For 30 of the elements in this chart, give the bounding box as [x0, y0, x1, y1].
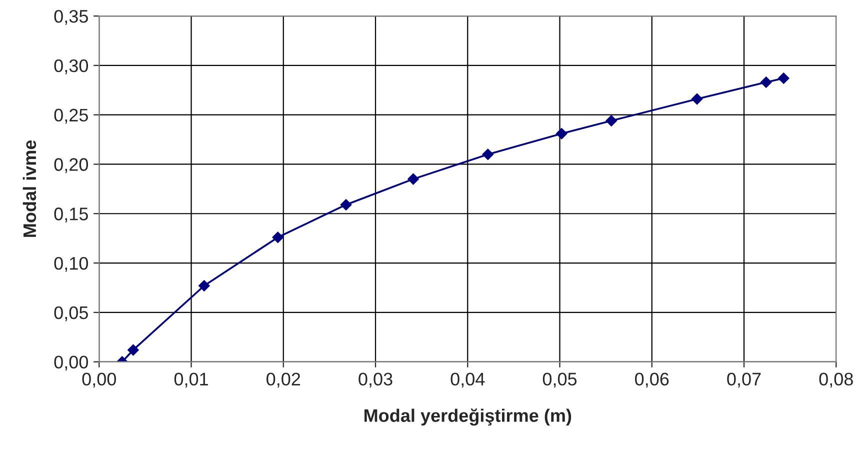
- y-tick-label: 0,05: [54, 306, 88, 322]
- y-tick-label: 0,10: [54, 256, 88, 272]
- x-tick-label: 0,00: [82, 372, 116, 388]
- point: [760, 76, 772, 88]
- y-tick-label: 0,35: [54, 10, 88, 25]
- y-tick-label: 0,25: [54, 108, 88, 124]
- y-tick-label: 0,20: [54, 158, 88, 174]
- y-tick-label: 0,30: [54, 59, 88, 74]
- point: [340, 198, 352, 211]
- x-tick-label: 0,04: [450, 372, 485, 388]
- y-tick-label: 0,00: [54, 356, 88, 371]
- point: [605, 114, 618, 127]
- y-tick-label: 0,15: [54, 208, 88, 222]
- x-tick-label: 0,07: [727, 372, 761, 388]
- point: [407, 173, 420, 185]
- point: [482, 148, 494, 160]
- x-tick-label: 0,05: [542, 372, 577, 388]
- x-tick-label: 0,08: [819, 372, 853, 388]
- point: [691, 93, 703, 105]
- point: [127, 344, 140, 356]
- x-axis-title: Modal yerdeğiştirme (m): [364, 408, 572, 426]
- x-tick-label: 0,06: [635, 372, 669, 388]
- point: [556, 128, 568, 140]
- point: [778, 72, 790, 84]
- x-tick-label: 0,01: [174, 372, 208, 388]
- x-tick-label: 0,03: [358, 372, 392, 388]
- point: [198, 280, 210, 292]
- point: [272, 231, 284, 244]
- x-tick-label: 0,02: [266, 372, 300, 388]
- y-axis-title: Modal ivme: [22, 140, 36, 237]
